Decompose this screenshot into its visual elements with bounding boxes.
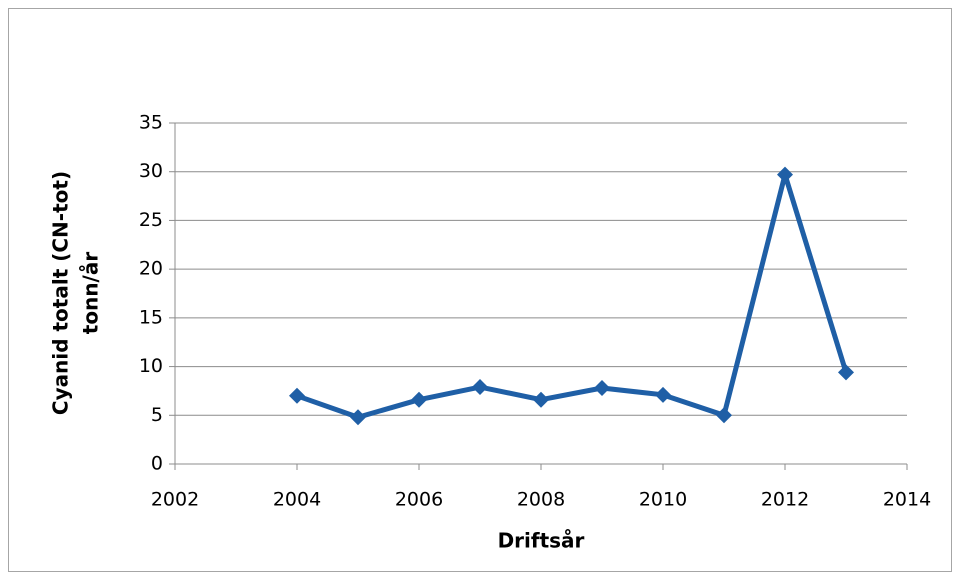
y-tick-label: 20: [139, 258, 163, 280]
x-tick-label: 2014: [883, 489, 931, 511]
y-tick-label: 30: [139, 160, 163, 182]
x-tick-label: 2008: [517, 489, 565, 511]
marker: [289, 387, 305, 404]
marker: [350, 409, 366, 426]
marker: [594, 380, 610, 397]
marker: [533, 391, 549, 408]
y-tick-label: 25: [139, 209, 163, 231]
marker: [655, 386, 671, 403]
x-tick-label: 2006: [395, 489, 443, 511]
y-axis-title: tonn/år: [79, 252, 103, 335]
y-tick-label: 35: [139, 112, 163, 134]
marker: [472, 379, 488, 396]
y-tick-label: 0: [151, 453, 163, 475]
y-tick-label: 5: [151, 404, 163, 426]
x-axis-title: Driftsår: [498, 529, 585, 553]
y-axis-title: Cyanid totalt (CN-tot): [49, 171, 73, 415]
x-tick-label: 2002: [151, 489, 199, 511]
marker: [777, 166, 793, 183]
marker: [838, 364, 854, 381]
data-line: [296, 172, 849, 420]
y-tick-label: 15: [139, 306, 163, 328]
x-tick-label: 2012: [761, 489, 809, 511]
y-tick-label: 10: [139, 355, 163, 377]
x-tick-label: 2010: [639, 489, 687, 511]
chart-frame: [8, 8, 952, 572]
marker: [411, 391, 427, 408]
marker: [716, 407, 732, 424]
x-tick-label: 2004: [273, 489, 321, 511]
